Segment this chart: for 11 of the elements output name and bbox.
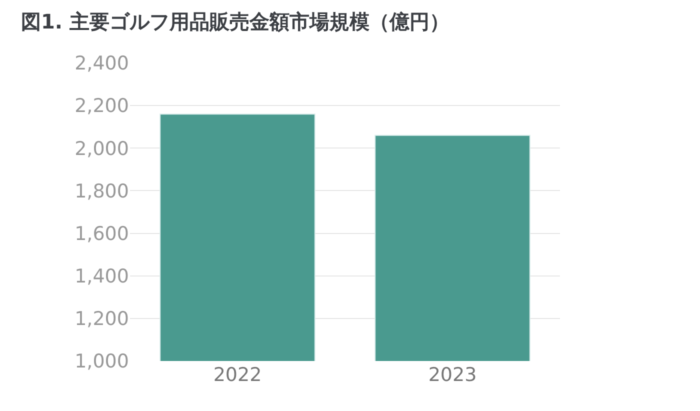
x-tick-label: 2023 — [428, 364, 477, 386]
y-tick-label: 2,000 — [74, 138, 129, 160]
x-tick-label: 2022 — [213, 364, 262, 386]
chart-title: 図1. 主要ゴルフ用品販売金額市場規模（億円） — [21, 9, 450, 34]
y-tick-label: 1,800 — [74, 180, 129, 202]
y-tick-label: 1,600 — [74, 222, 129, 245]
y-tick-label: 1,200 — [74, 308, 129, 330]
y-tick-label: 2,200 — [74, 95, 129, 118]
y-tick-label: 1,000 — [74, 350, 129, 373]
y-tick-label: 1,400 — [74, 266, 129, 288]
y-tick-label: 2,400 — [74, 52, 129, 75]
